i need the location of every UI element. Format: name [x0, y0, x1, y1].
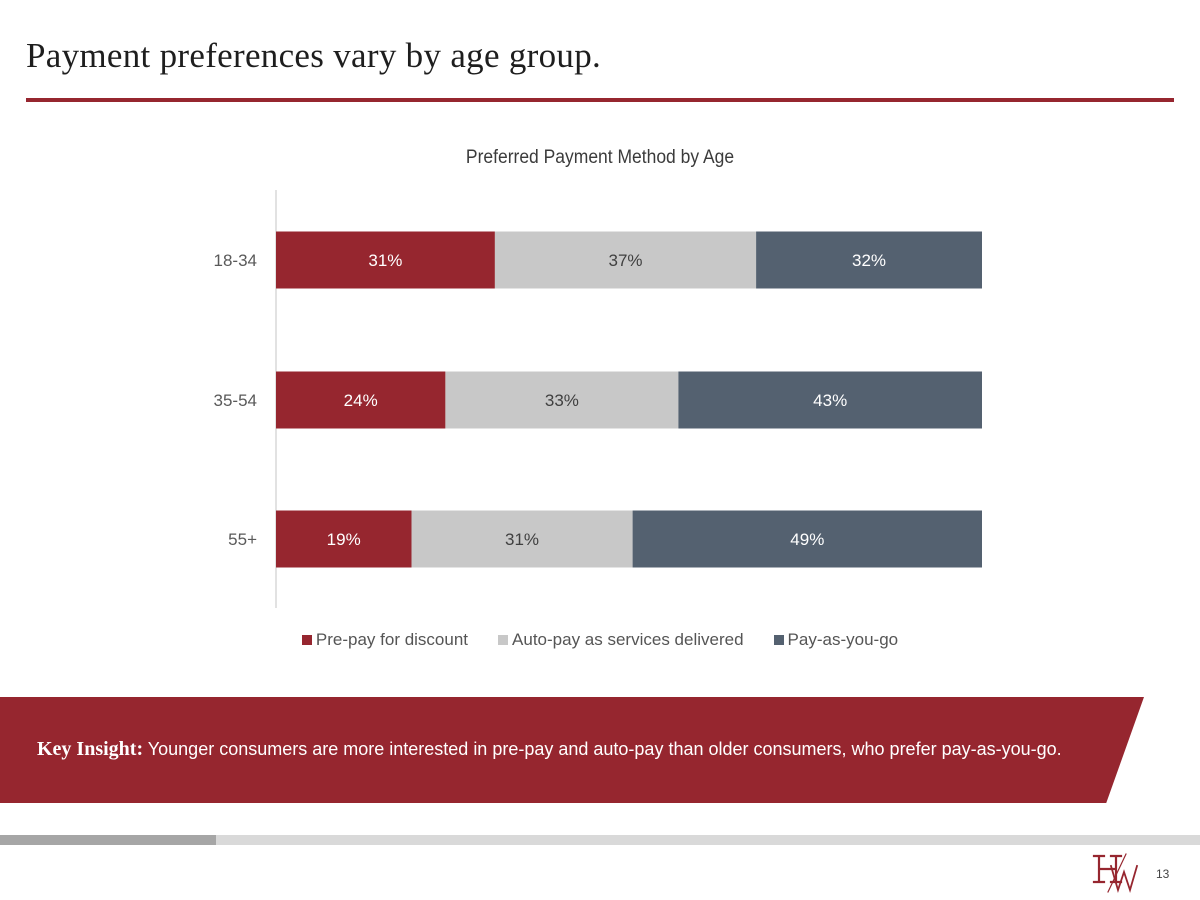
data-label: 31% — [505, 530, 539, 549]
key-insight-label: Key Insight: — [37, 738, 144, 760]
data-label: 24% — [344, 391, 378, 410]
data-label: 32% — [852, 251, 886, 270]
key-insight: Key Insight: Younger consumers are more … — [37, 738, 1062, 761]
chart-title: Preferred Payment Method by Age — [465, 147, 735, 168]
bar-segment — [276, 510, 412, 568]
bar-segment — [276, 371, 446, 429]
data-label: 19% — [327, 530, 361, 549]
data-label: 33% — [545, 391, 579, 410]
slide-title: Payment preferences vary by age group. — [26, 36, 602, 75]
legend-swatch — [773, 635, 784, 645]
bar-segment — [445, 371, 679, 429]
legend-swatch — [498, 635, 509, 645]
data-label: 37% — [608, 251, 642, 270]
legend-item: Pre-pay for discount — [301, 630, 469, 650]
footer-bar — [216, 835, 1200, 845]
data-label: 31% — [368, 251, 402, 270]
legend-label: Pre-pay for discount — [315, 630, 469, 649]
hw-monogram-logo — [1092, 853, 1139, 894]
key-insight-text: Younger consumers are more interested in… — [143, 739, 1062, 759]
legend-label: Auto-pay as services delivered — [512, 630, 744, 649]
legend-item: Pay-as-you-go — [773, 630, 899, 650]
bar-segment — [276, 231, 495, 289]
legend-item: Auto-pay as services delivered — [498, 630, 744, 650]
key-insight-banner — [0, 697, 1144, 803]
y-tick-label: 35-54 — [214, 391, 257, 410]
footer-bar-accent — [0, 835, 216, 845]
bar-segment — [756, 231, 982, 289]
bar-segment — [632, 510, 982, 568]
page-number: 13 — [1156, 867, 1170, 881]
y-tick-label: 18-34 — [214, 251, 257, 270]
bar-segment — [411, 510, 633, 568]
bar-segment — [678, 371, 982, 429]
chart-legend: Pre-pay for discount Auto-pay as services… — [0, 630, 1200, 650]
y-tick-label: 55+ — [228, 530, 257, 549]
data-label: 43% — [813, 391, 847, 410]
data-label: 49% — [790, 530, 824, 549]
legend-label: Pay-as-you-go — [787, 630, 899, 649]
stacked-bar-chart: 18-34 31% 37% 32% 35-54 24% 33% 43% 55+ 19% 31% 49% — [214, 190, 982, 608]
legend-swatch — [301, 635, 312, 645]
title-divider — [26, 98, 1174, 102]
bar-segment — [494, 231, 757, 289]
